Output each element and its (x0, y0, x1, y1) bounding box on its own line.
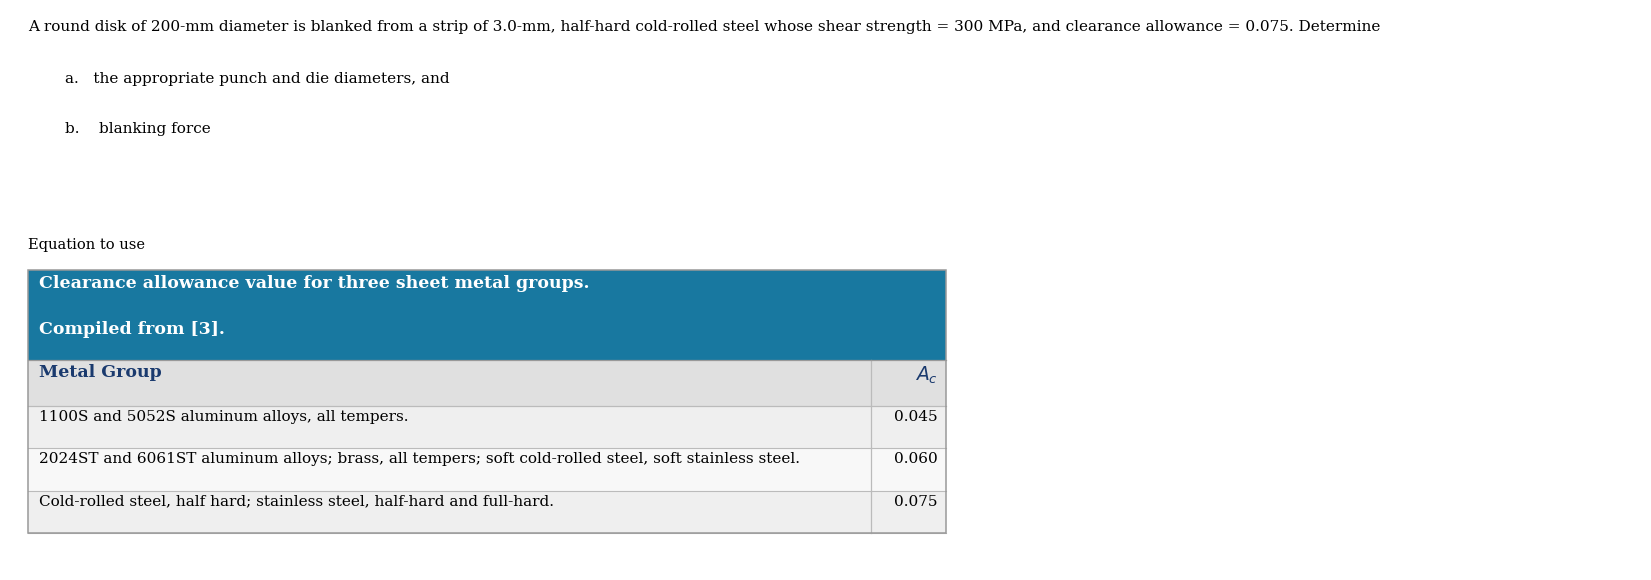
FancyBboxPatch shape (28, 491, 946, 533)
Text: $A_c$: $A_c$ (915, 364, 938, 386)
Text: Equation to use: Equation to use (28, 238, 145, 252)
Text: 0.045: 0.045 (895, 410, 938, 424)
Text: 1100S and 5052S aluminum alloys, all tempers.: 1100S and 5052S aluminum alloys, all tem… (40, 410, 408, 424)
Text: b.    blanking force: b. blanking force (66, 122, 211, 136)
Text: 2024ST and 6061ST aluminum alloys; brass, all tempers; soft cold-rolled steel, s: 2024ST and 6061ST aluminum alloys; brass… (40, 452, 799, 466)
Text: Compiled from [3].: Compiled from [3]. (40, 321, 225, 338)
Text: Cold-rolled steel, half hard; stainless steel, half-hard and full-hard.: Cold-rolled steel, half hard; stainless … (40, 495, 553, 509)
FancyBboxPatch shape (870, 360, 946, 406)
Text: 0.075: 0.075 (895, 495, 938, 509)
Text: Metal Group: Metal Group (40, 364, 162, 381)
FancyBboxPatch shape (28, 270, 946, 360)
Text: Clearance allowance value for three sheet metal groups.: Clearance allowance value for three shee… (40, 276, 589, 292)
Text: A round disk of 200-mm diameter is blanked from a strip of 3.0-mm, half-hard col: A round disk of 200-mm diameter is blank… (28, 20, 1380, 34)
FancyBboxPatch shape (28, 360, 946, 406)
FancyBboxPatch shape (28, 406, 946, 448)
Text: 0.060: 0.060 (893, 452, 938, 466)
FancyBboxPatch shape (28, 448, 946, 491)
Text: a.   the appropriate punch and die diameters, and: a. the appropriate punch and die diamete… (66, 72, 451, 86)
